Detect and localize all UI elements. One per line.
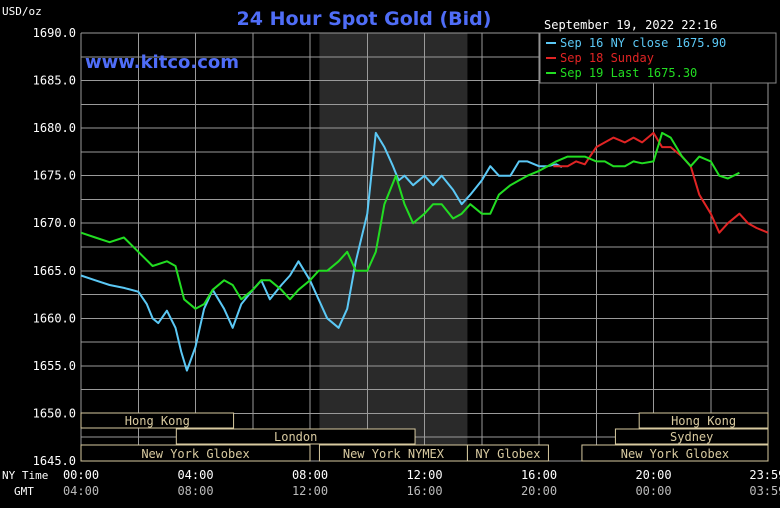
y-tick-label: 1665.0 <box>33 264 76 278</box>
watermark[interactable]: www.kitco.com <box>85 52 239 73</box>
x-tick-ny: 00:00 <box>63 468 99 482</box>
y-tick-label: 1645.0 <box>33 454 76 468</box>
session-box <box>614 428 769 445</box>
x-tick-gmt: 03:59 <box>749 484 780 498</box>
ny-time-label: NY Time <box>2 469 48 482</box>
y-tick-label: 1670.0 <box>33 216 76 230</box>
legend-label-2: Sep 19 Last 1675.30 <box>560 66 697 80</box>
y-tick-label: 1680.0 <box>33 121 76 135</box>
series-line-1 <box>553 131 769 234</box>
x-tick-ny: 23:59 <box>749 468 780 482</box>
session-label: New York NYMEX <box>343 447 445 461</box>
y-tick-label: 1685.0 <box>33 74 76 88</box>
x-tick-ny: 16:00 <box>521 468 557 482</box>
session-label: NY Globex <box>475 447 540 461</box>
x-axis-ticks: 00:00 04:00 08:00 12:00 16:00 20:00 23:59 04:00… <box>63 468 780 498</box>
x-tick-ny: 12:00 <box>406 468 442 482</box>
session-box <box>638 412 769 429</box>
series-line-2 <box>80 131 740 310</box>
session-box <box>581 444 769 462</box>
session-label: New York Globex <box>141 447 249 461</box>
y-tick-label: 1690.0 <box>33 26 76 40</box>
legend-label-0: Sep 16 NY close 1675.90 <box>560 36 726 50</box>
x-tick-gmt: 16:00 <box>406 484 442 498</box>
legend: Sep 16 NY close 1675.90 Sep 18 Sunday Se… <box>539 32 777 84</box>
y-tick-label: 1650.0 <box>33 406 76 420</box>
session-label: New York Globex <box>621 447 729 461</box>
y-tick-label: 1655.0 <box>33 359 76 373</box>
legend-box <box>539 32 777 84</box>
x-tick-ny: 04:00 <box>177 468 213 482</box>
y-tick-label: 1675.0 <box>33 169 76 183</box>
chart-title: 24 Hour Spot Gold (Bid) <box>237 8 492 30</box>
x-tick-gmt: 00:00 <box>635 484 671 498</box>
session-label: London <box>274 430 317 444</box>
unit-label: USD/oz <box>2 5 42 18</box>
gmt-label: GMT <box>14 485 34 498</box>
price-lines <box>80 131 769 372</box>
x-tick-gmt: 08:00 <box>177 484 213 498</box>
x-tick-ny: 20:00 <box>635 468 671 482</box>
session-box <box>175 428 416 445</box>
x-tick-gmt: 12:00 <box>292 484 328 498</box>
session-box <box>80 412 235 429</box>
session-label: Sydney <box>670 430 713 444</box>
session-box <box>80 444 311 462</box>
legend-label-1: Sep 18 Sunday <box>560 51 654 65</box>
series-line-0 <box>80 131 563 372</box>
y-axis-ticks: 1690.0 1685.0 1680.0 1675.0 1670.0 1665.0 1660… <box>33 26 76 468</box>
timestamp: September 19, 2022 22:16 <box>544 18 717 32</box>
session-box <box>466 444 549 462</box>
x-tick-ny: 08:00 <box>292 468 328 482</box>
y-tick-label: 1660.0 <box>33 311 76 325</box>
x-tick-gmt: 20:00 <box>521 484 557 498</box>
trading-sessions: Hong Kong Hong Kong London Sydney New York G… <box>80 412 769 462</box>
x-tick-gmt: 04:00 <box>63 484 99 498</box>
session-label: Hong Kong <box>671 414 736 428</box>
session-label: Hong Kong <box>125 414 190 428</box>
